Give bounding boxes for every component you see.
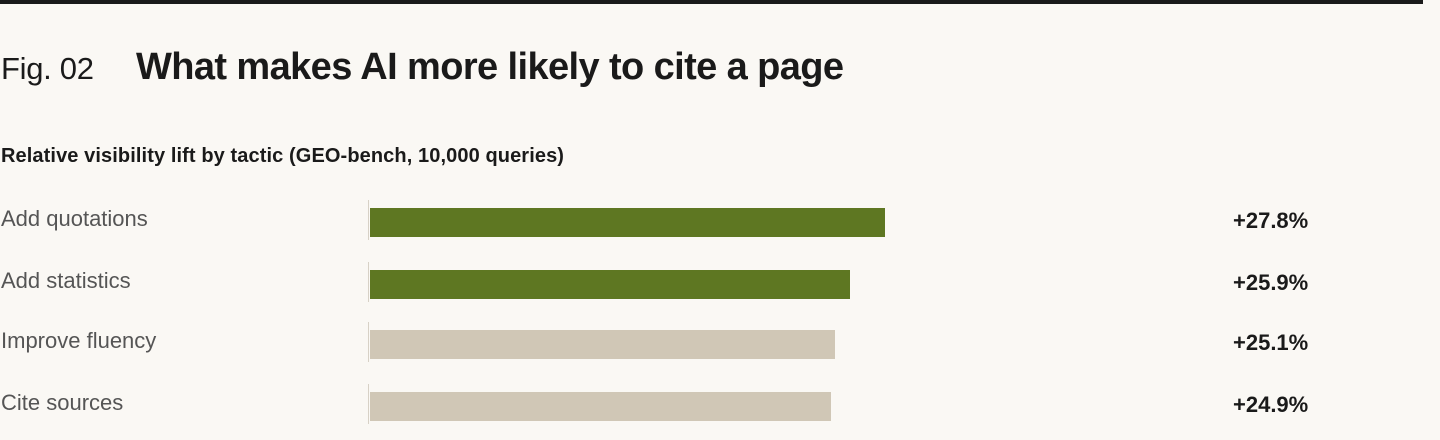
chart-title: Relative visibility lift by tactic (GEO-… xyxy=(1,145,565,167)
value-label: +25.1% xyxy=(1233,330,1309,355)
bar xyxy=(370,330,835,359)
value-label: +24.9% xyxy=(1233,392,1309,417)
bar xyxy=(370,392,831,421)
value-label: +25.9% xyxy=(1233,270,1309,295)
bar-baseline xyxy=(368,322,369,362)
figure-number: Fig. 02 xyxy=(1,51,94,86)
bar-baseline xyxy=(368,384,369,424)
category-label: Add statistics xyxy=(1,268,131,293)
top-rule xyxy=(0,0,1423,4)
value-label: +27.8% xyxy=(1233,208,1309,233)
bar-row: Add statistics +25.9% xyxy=(0,262,1440,302)
bar-baseline xyxy=(368,200,369,240)
bar-row: Improve fluency +25.1% xyxy=(0,322,1440,362)
category-label: Cite sources xyxy=(1,390,124,415)
figure-title: What makes AI more likely to cite a page xyxy=(136,46,844,88)
bar-baseline xyxy=(368,262,369,302)
bar xyxy=(370,208,885,237)
category-label: Add quotations xyxy=(1,206,148,231)
bar-row: Add quotations +27.8% xyxy=(0,200,1440,240)
bar xyxy=(370,270,850,299)
bar-row: Cite sources +24.9% xyxy=(0,384,1440,424)
category-label: Improve fluency xyxy=(1,328,157,353)
